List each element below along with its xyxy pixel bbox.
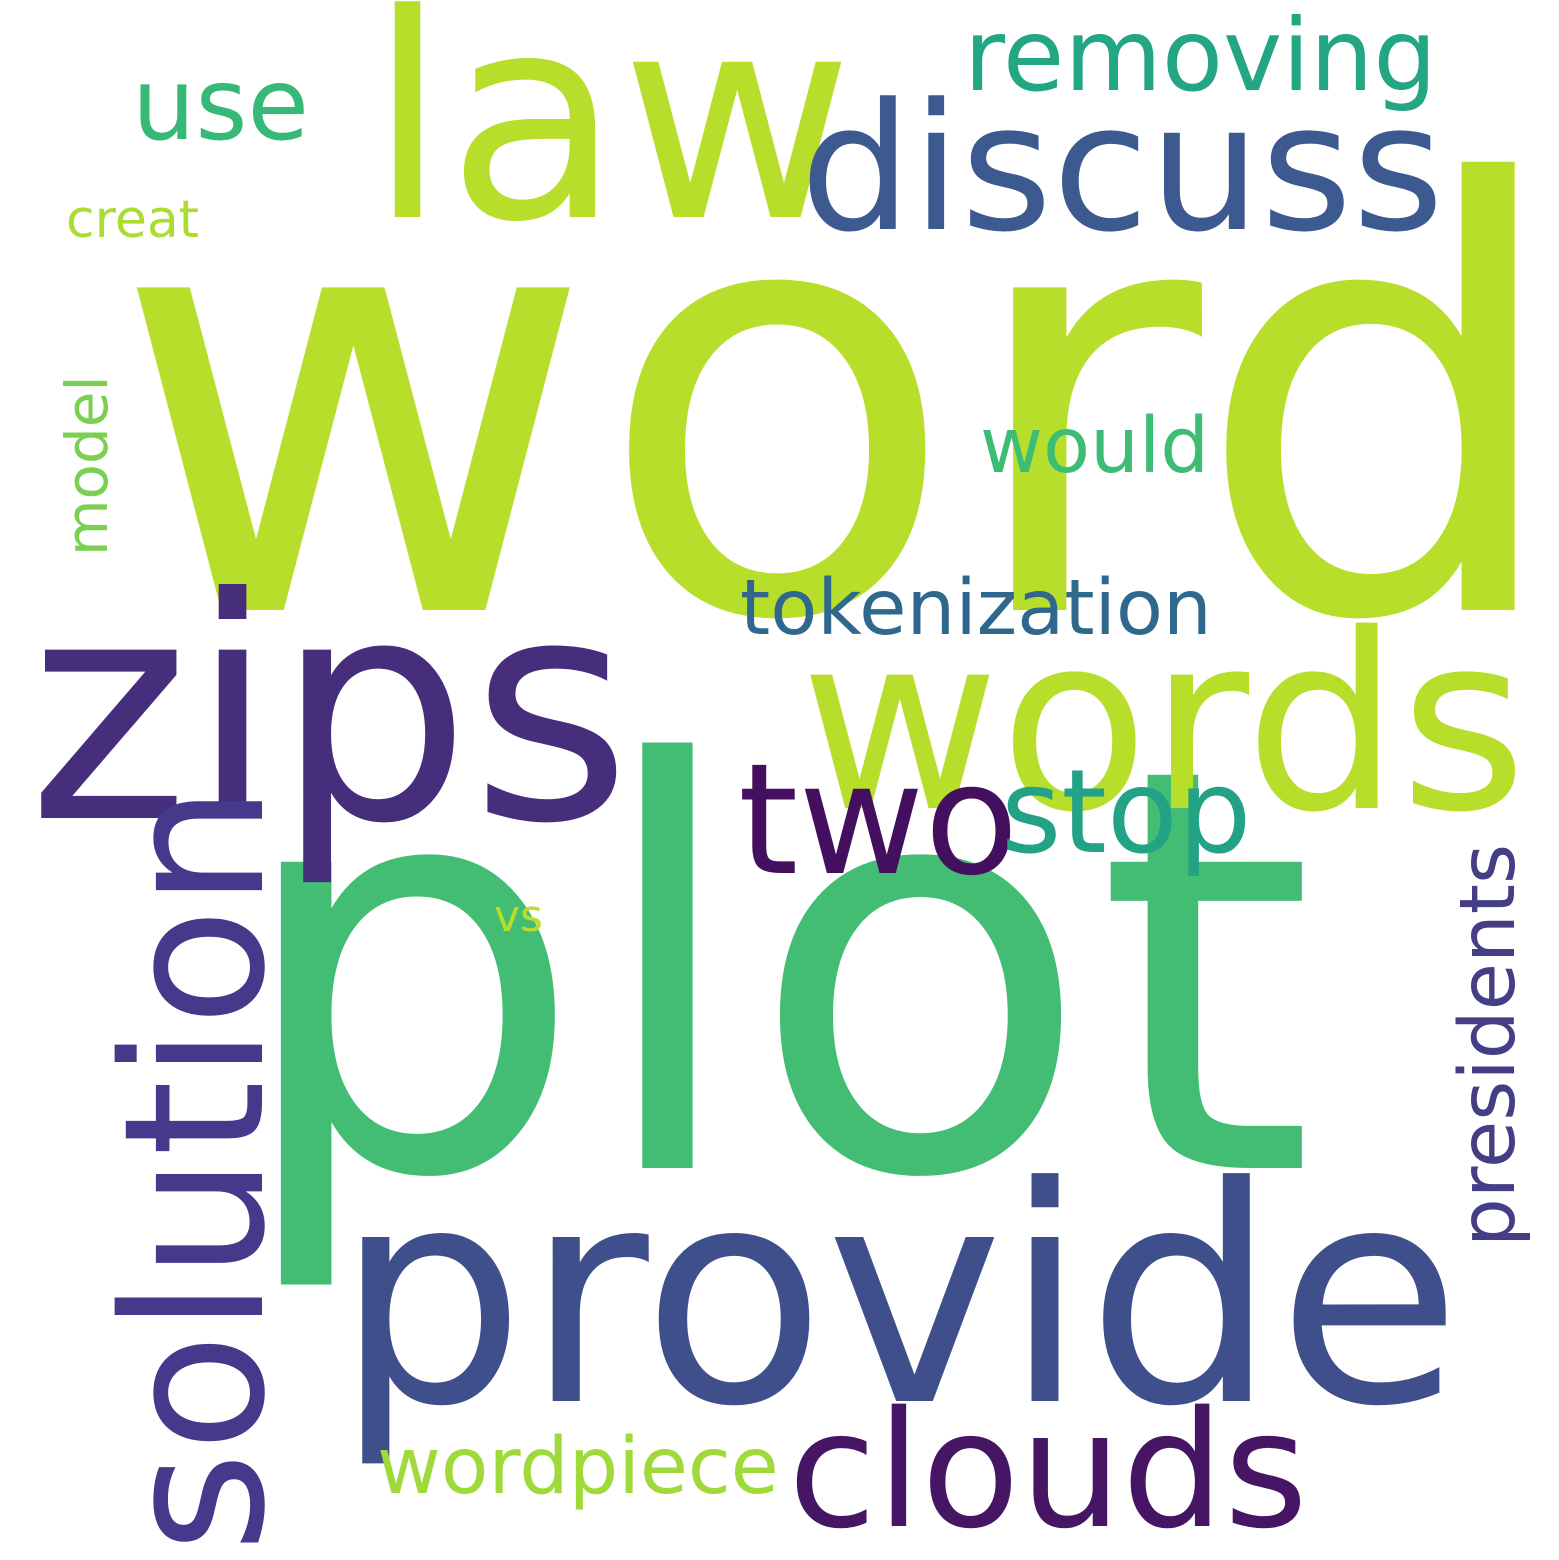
cloud-word-plot: plot: [230, 649, 1320, 1301]
cloud-word-removing: removing: [964, 0, 1437, 114]
cloud-word-creat: creat: [66, 190, 200, 250]
cloud-word-model: model: [53, 375, 121, 556]
cloud-word-vs: vs: [494, 891, 543, 942]
cloud-word-provide: provide: [335, 1123, 1462, 1472]
cloud-word-use: use: [132, 46, 310, 163]
cloud-word-presidents: presidents: [1444, 843, 1533, 1247]
cloud-word-wordpiece: wordpiece: [377, 1422, 779, 1512]
cloud-word-solution: solution: [82, 784, 308, 1553]
cloud-word-would: would: [980, 402, 1210, 491]
cloud-word-tokenization: tokenization: [740, 564, 1212, 653]
cloud-word-stop: stop: [1001, 745, 1252, 880]
cloud-word-law: law: [368, 0, 854, 284]
cloud-word-words: words: [800, 582, 1527, 866]
cloud-word-two: two: [738, 731, 1019, 910]
cloud-word-discuss: discuss: [800, 66, 1445, 271]
cloud-word-word: word: [112, 63, 1559, 750]
cloud-word-zips: zips: [28, 532, 632, 891]
cloud-word-clouds: clouds: [788, 1377, 1308, 1560]
